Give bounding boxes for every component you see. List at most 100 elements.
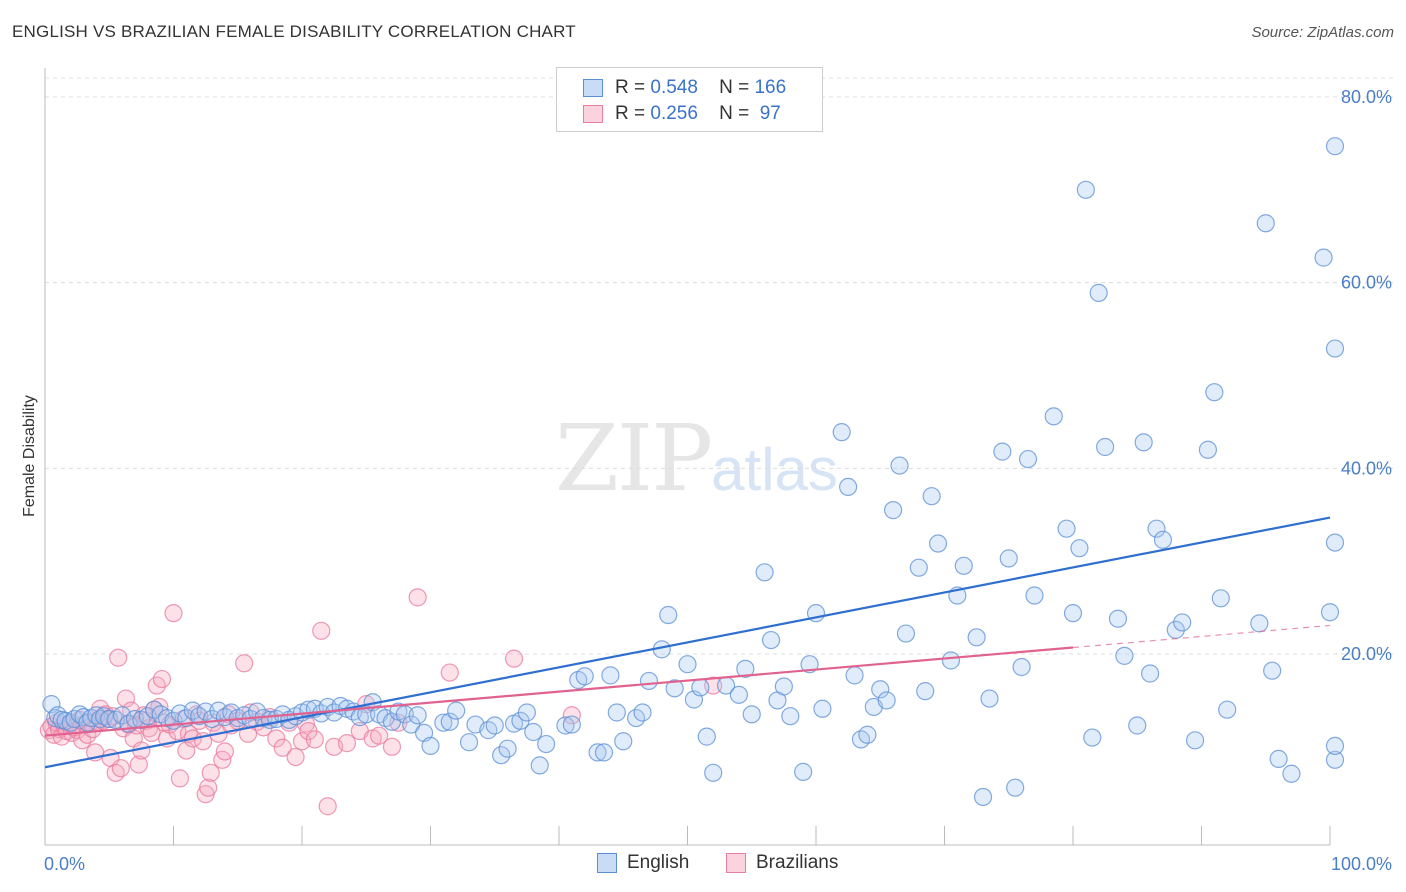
- english-point: [524, 722, 543, 742]
- brazilian-point: [337, 734, 357, 753]
- legend-swatch-english: [583, 79, 603, 97]
- english-point: [781, 707, 800, 726]
- english-point: [1256, 214, 1275, 233]
- english-point: [434, 713, 453, 732]
- english-point: [1263, 661, 1282, 680]
- tick-labels: 20.0% 40.0% 60.0% 80.0% 0.0% 100.0%: [44, 87, 1392, 874]
- english-point: [761, 630, 781, 650]
- english-point: [691, 678, 710, 697]
- legend-row-english: R = 0.548 N = 166: [583, 76, 786, 100]
- english-trend-line: [44, 516, 1331, 769]
- brazilian-point: [562, 706, 581, 725]
- english-point: [447, 701, 466, 720]
- english-point: [1147, 519, 1166, 538]
- english-point: [1115, 646, 1134, 665]
- english-point: [839, 477, 858, 496]
- trend-lines: [44, 516, 1331, 769]
- brazilian-point: [164, 604, 183, 623]
- english-point: [1025, 586, 1044, 605]
- legend-n-value: 97: [754, 103, 781, 124]
- english-points: [42, 137, 1345, 807]
- english-point: [601, 666, 620, 685]
- english-point: [1153, 530, 1173, 549]
- brazilian-point: [170, 769, 190, 788]
- english-point: [1173, 613, 1192, 632]
- brazilian-point: [215, 742, 234, 761]
- watermark-atlas: atlas: [711, 436, 838, 503]
- english-point: [440, 712, 459, 731]
- y-tick-label: 20.0%: [1341, 644, 1392, 664]
- brazilian-point: [273, 738, 292, 757]
- brazilian-point: [312, 621, 331, 640]
- english-point: [858, 725, 877, 744]
- english-point: [659, 605, 678, 625]
- english-point: [1089, 283, 1108, 302]
- axes: [44, 68, 1331, 846]
- english-point: [999, 549, 1018, 568]
- english-point: [755, 563, 774, 582]
- english-point: [42, 695, 61, 714]
- english-point: [871, 680, 890, 699]
- english-point: [575, 667, 594, 686]
- english-point: [916, 682, 935, 701]
- brazilian-point: [382, 737, 402, 756]
- english-point: [196, 702, 215, 721]
- brazilian-point: [152, 669, 172, 689]
- brazilian-point: [440, 663, 459, 682]
- english-point: [1325, 533, 1345, 552]
- english-point: [95, 707, 114, 726]
- english-point: [607, 703, 626, 722]
- english-point: [883, 501, 903, 520]
- english-point: [736, 659, 755, 678]
- english-point: [1250, 614, 1269, 633]
- brazilian-point: [305, 730, 324, 749]
- brazilian-point: [286, 747, 305, 767]
- english-point: [588, 743, 607, 762]
- english-point: [1325, 137, 1345, 156]
- brazilian-point: [318, 797, 337, 816]
- brazilian-trend-extension: [1072, 624, 1331, 649]
- english-point: [896, 624, 916, 643]
- english-point: [993, 442, 1012, 461]
- english-point: [1211, 589, 1230, 608]
- english-point: [517, 703, 536, 722]
- english-point: [594, 743, 614, 762]
- english-point: [498, 739, 517, 758]
- english-point: [704, 763, 723, 782]
- english-point: [980, 689, 999, 708]
- english-point: [1134, 433, 1153, 452]
- english-point: [530, 756, 549, 775]
- english-point: [247, 702, 267, 721]
- english-point: [1128, 716, 1147, 735]
- english-point: [614, 732, 633, 751]
- english-point: [1325, 339, 1345, 358]
- english-point: [1044, 407, 1063, 426]
- x-tick-label: 0.0%: [44, 854, 85, 874]
- brazilian-point: [408, 588, 427, 607]
- english-point: [922, 487, 941, 506]
- english-point: [954, 556, 973, 575]
- english-point: [459, 733, 479, 752]
- english-point: [928, 534, 948, 553]
- english-point: [845, 666, 864, 685]
- english-point: [408, 706, 427, 725]
- english-point: [1096, 437, 1115, 457]
- bottom-legend-brazilians: Brazilians: [726, 852, 838, 874]
- english-point: [537, 734, 556, 754]
- legend-n-label: N =: [719, 77, 750, 98]
- legend-n-value: 166: [754, 77, 787, 98]
- brazilian-point: [109, 648, 128, 667]
- english-point: [832, 423, 851, 442]
- english-point: [1083, 728, 1102, 747]
- english-point: [890, 456, 909, 475]
- english-point: [639, 671, 659, 691]
- english-point: [1325, 750, 1345, 769]
- brazilian-trend-line: [44, 646, 1074, 737]
- english-point: [1218, 700, 1237, 719]
- english-point: [402, 715, 421, 734]
- english-point: [813, 699, 832, 718]
- legend-r-value: 0.548: [650, 77, 698, 98]
- english-point: [556, 716, 575, 735]
- brazilian-point: [370, 726, 389, 745]
- english-point: [1006, 778, 1025, 797]
